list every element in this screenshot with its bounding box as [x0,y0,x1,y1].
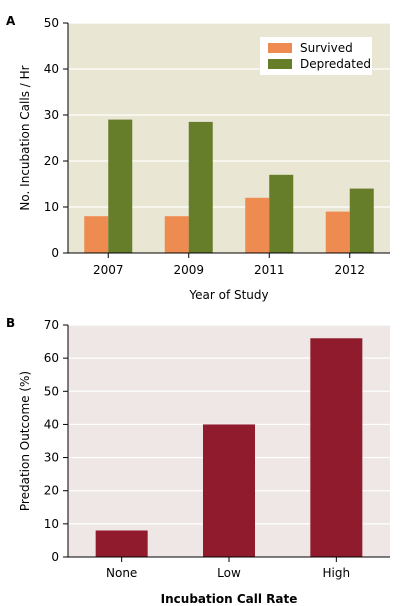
x-tick-label-2011: 2011 [254,263,285,277]
bar-none [95,530,148,557]
bar-survived-2012 [325,211,350,253]
y-tick-label-0: 0 [51,550,59,564]
y-tick-label-40: 40 [44,62,59,76]
bar-depredated-2009 [188,121,213,254]
plot-b-x-axis-title: Incubation Call Rate [161,592,298,606]
y-tick-label-60: 60 [44,351,59,365]
plot-a-x-ticks: 2007 2009 2011 2012 [93,253,365,277]
bar-survived-2009 [164,216,189,253]
bar-high [310,338,363,557]
x-tick-label-2009: 2009 [173,263,204,277]
plot-b-bars [95,338,363,557]
legend-swatch-depredated [268,59,292,69]
x-tick-label-none: None [106,566,137,580]
plot-a-bars [84,119,374,254]
plot-a-legend: Survived Depredated [260,37,372,75]
y-tick-label-30: 30 [44,108,59,122]
panel-a-label: A [6,14,16,28]
y-tick-label-20: 20 [44,154,59,168]
legend-swatch-survived [268,43,292,53]
plot-a-axes [67,23,390,254]
x-tick-label-high: High [323,566,351,580]
y-tick-label-0: 0 [51,246,59,260]
bar-depredated-2012 [349,188,374,253]
x-tick-label-2012: 2012 [334,263,365,277]
y-tick-label-50: 50 [44,16,59,30]
y-tick-label-30: 30 [44,451,59,465]
panel-a: A 0 10 20 30 40 50 2007 2009 2011 2012 Year of S… [6,14,390,302]
bar-survived-2011 [245,197,270,253]
bar-depredated-2007 [108,119,133,253]
y-tick-label-70: 70 [44,318,59,332]
plot-a-y-ticks: 0 10 20 30 40 50 [44,16,68,260]
plot-b-x-ticks: None Low High [106,557,350,580]
plot-a-y-axis-title: No. Incubation Calls / Hr [18,65,32,210]
plot-b-y-axis-title: Predation Outcome (%) [18,371,32,511]
legend-label-survived: Survived [300,41,353,55]
plot-a-x-axis-title: Year of Study [188,288,268,302]
y-tick-label-20: 20 [44,484,59,498]
bar-low [203,424,255,557]
legend-label-depredated: Depredated [300,57,371,71]
bar-survived-2007 [84,216,109,253]
y-tick-label-40: 40 [44,417,59,431]
x-tick-label-low: Low [217,566,241,580]
y-tick-label-10: 10 [44,200,59,214]
plot-b-y-ticks: 0 10 20 30 40 50 60 70 [44,318,68,564]
panel-b: B 0 10 20 30 40 50 60 70 None Low High Incubation… [6,316,390,606]
y-tick-label-50: 50 [44,384,59,398]
y-tick-label-10: 10 [44,517,59,531]
bar-depredated-2011 [269,174,294,253]
x-tick-label-2007: 2007 [93,263,124,277]
panel-b-label: B [6,316,15,330]
